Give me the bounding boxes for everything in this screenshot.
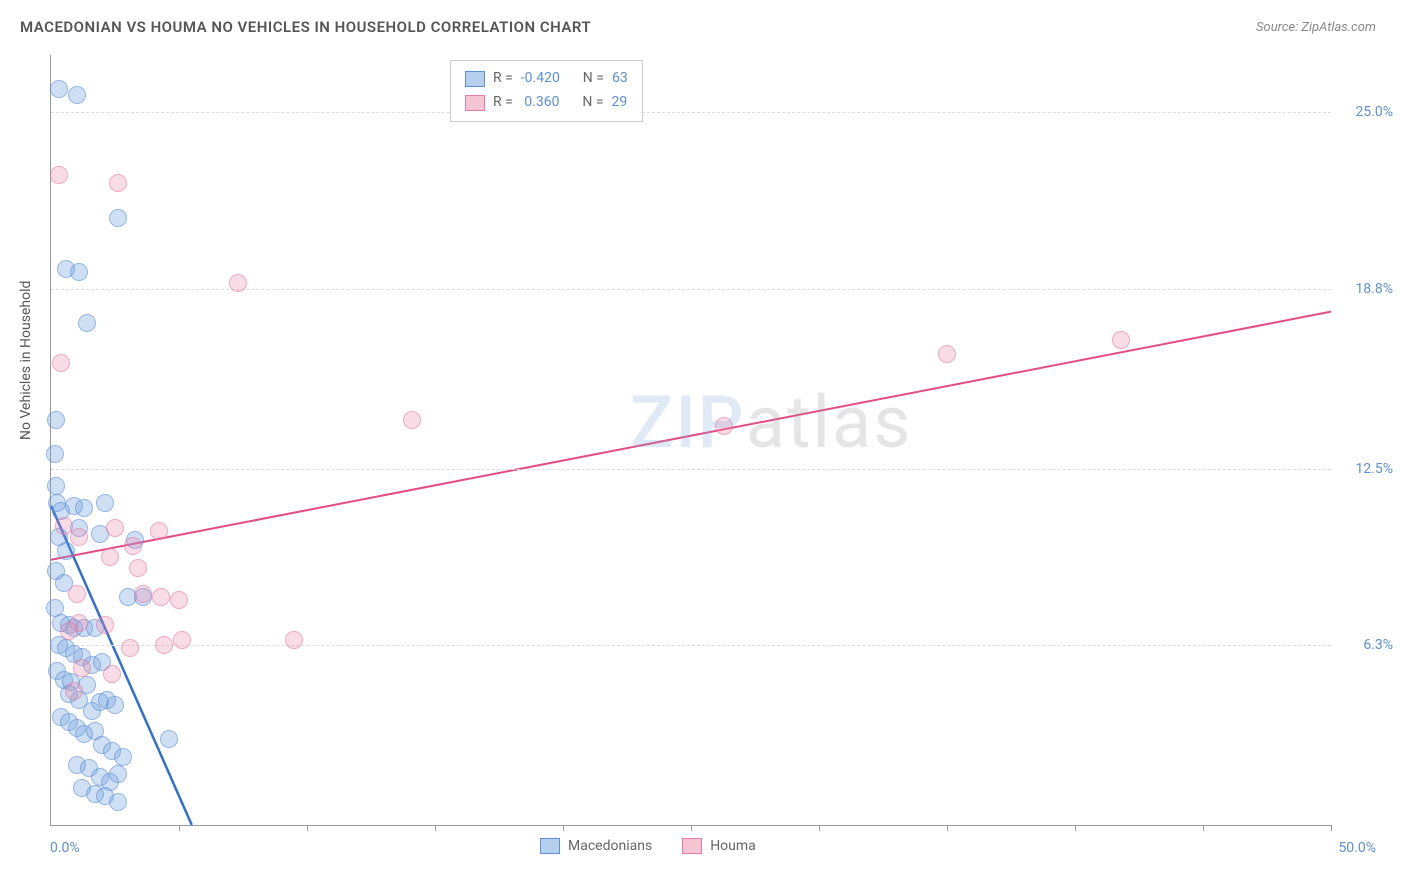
y-tick-label: 18.8% xyxy=(1355,281,1393,297)
scatter-point xyxy=(52,354,70,372)
scatter-point xyxy=(152,588,170,606)
scatter-point xyxy=(129,559,147,577)
swatch-blue-icon xyxy=(540,838,560,854)
scatter-point xyxy=(150,522,168,540)
legend-row-houma: R = 0.360 N = 29 xyxy=(465,91,628,115)
scatter-point xyxy=(75,499,93,517)
n-value-macedonians: 63 xyxy=(612,67,628,91)
scatter-point xyxy=(70,263,88,281)
x-axis-max-label: 50.0% xyxy=(1338,840,1376,856)
scatter-point xyxy=(57,542,75,560)
scatter-point xyxy=(65,682,83,700)
x-tick xyxy=(819,825,820,831)
scatter-point xyxy=(55,517,73,535)
legend-label-macedonians: Macedonians xyxy=(568,838,652,854)
chart-plot-area: 6.3%12.5%18.8%25.0% xyxy=(50,55,1331,826)
x-tick xyxy=(1075,825,1076,831)
scatter-point xyxy=(103,665,121,683)
swatch-blue-icon xyxy=(465,71,485,87)
source-attribution: Source: ZipAtlas.com xyxy=(1256,20,1376,35)
gridline xyxy=(51,112,1331,113)
scatter-point xyxy=(124,537,142,555)
chart-title: MACEDONIAN VS HOUMA NO VEHICLES IN HOUSE… xyxy=(20,18,591,36)
n-label: N = xyxy=(583,67,604,91)
scatter-point xyxy=(73,659,91,677)
scatter-point xyxy=(938,345,956,363)
scatter-point xyxy=(285,631,303,649)
x-tick xyxy=(307,825,308,831)
scatter-point xyxy=(155,636,173,654)
x-tick xyxy=(1331,825,1332,831)
x-tick xyxy=(179,825,180,831)
series-legend: Macedonians Houma xyxy=(540,838,756,854)
scatter-point xyxy=(50,166,68,184)
scatter-point xyxy=(70,528,88,546)
y-tick-label: 12.5% xyxy=(1355,461,1393,477)
x-tick xyxy=(1203,825,1204,831)
swatch-pink-icon xyxy=(682,838,702,854)
r-value-macedonians: -0.420 xyxy=(521,67,560,91)
scatter-point xyxy=(160,730,178,748)
legend-item-houma: Houma xyxy=(682,838,756,854)
r-value-houma: 0.360 xyxy=(521,91,560,115)
legend-row-macedonians: R = -0.420 N = 63 xyxy=(465,67,628,91)
scatter-point xyxy=(47,411,65,429)
r-label: R = xyxy=(493,91,513,115)
scatter-point xyxy=(96,616,114,634)
legend-item-macedonians: Macedonians xyxy=(540,838,652,854)
scatter-point xyxy=(60,622,78,640)
scatter-point xyxy=(170,591,188,609)
scatter-point xyxy=(121,639,139,657)
y-tick-label: 25.0% xyxy=(1355,104,1393,120)
x-axis-min-label: 0.0% xyxy=(50,840,80,856)
n-value-houma: 29 xyxy=(612,91,628,115)
scatter-point xyxy=(403,411,421,429)
scatter-point xyxy=(109,209,127,227)
x-tick xyxy=(947,825,948,831)
scatter-point xyxy=(68,86,86,104)
n-label: N = xyxy=(582,91,603,115)
scatter-point xyxy=(229,274,247,292)
scatter-point xyxy=(68,585,86,603)
regression-lines-layer xyxy=(51,55,1331,825)
gridline xyxy=(51,645,1331,646)
scatter-point xyxy=(106,696,124,714)
scatter-point xyxy=(46,445,64,463)
scatter-point xyxy=(715,417,733,435)
scatter-point xyxy=(134,585,152,603)
correlation-legend: R = -0.420 N = 63 R = 0.360 N = 29 xyxy=(450,60,643,122)
r-label: R = xyxy=(493,67,513,91)
scatter-point xyxy=(109,793,127,811)
gridline xyxy=(51,469,1331,470)
scatter-point xyxy=(106,519,124,537)
x-tick xyxy=(691,825,692,831)
y-tick-label: 6.3% xyxy=(1363,637,1393,653)
scatter-point xyxy=(47,477,65,495)
x-tick xyxy=(435,825,436,831)
y-axis-label: No Vehicles in Household xyxy=(18,281,34,440)
legend-label-houma: Houma xyxy=(710,838,756,854)
scatter-point xyxy=(1112,331,1130,349)
scatter-point xyxy=(78,314,96,332)
scatter-point xyxy=(50,80,68,98)
scatter-point xyxy=(114,748,132,766)
scatter-point xyxy=(101,548,119,566)
scatter-point xyxy=(96,494,114,512)
scatter-point xyxy=(109,174,127,192)
swatch-pink-icon xyxy=(465,95,485,111)
scatter-point xyxy=(173,631,191,649)
x-tick xyxy=(563,825,564,831)
scatter-point xyxy=(109,765,127,783)
